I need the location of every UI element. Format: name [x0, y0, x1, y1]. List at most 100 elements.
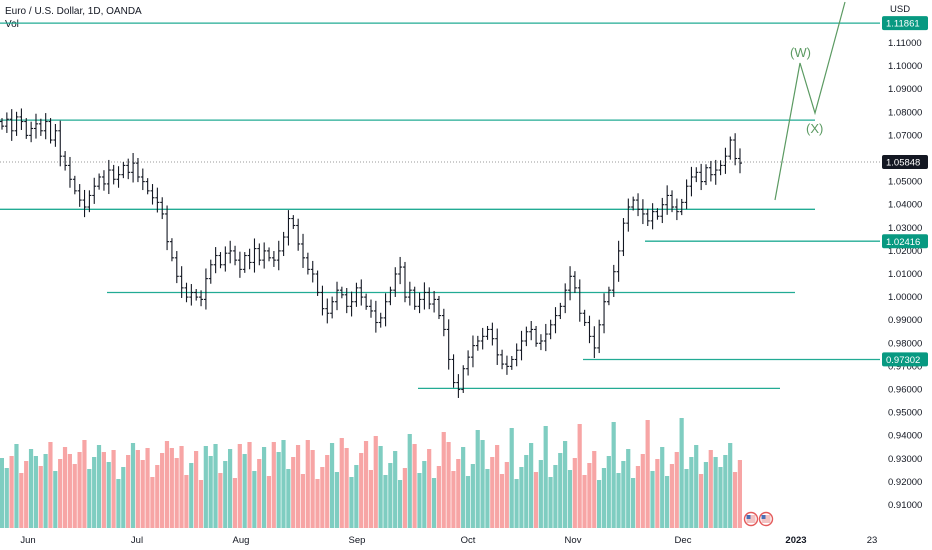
- ohlc-bar[interactable]: [140, 168, 145, 191]
- ohlc-bar[interactable]: [165, 205, 170, 251]
- ohlc-bar[interactable]: [631, 196, 636, 211]
- us-flag-event-icon[interactable]: [758, 511, 774, 527]
- projection-line[interactable]: [774, 1, 846, 201]
- ohlc-bar[interactable]: [339, 286, 344, 299]
- ohlc-bar[interactable]: [524, 326, 529, 347]
- ohlc-bar[interactable]: [538, 334, 543, 351]
- ohlc-bar[interactable]: [9, 109, 14, 141]
- ohlc-bar[interactable]: [446, 319, 451, 370]
- ohlc-bar[interactable]: [135, 157, 140, 183]
- ohlc-bar[interactable]: [19, 108, 24, 130]
- ohlc-bar[interactable]: [301, 233, 306, 268]
- ohlc-bar[interactable]: [699, 163, 704, 191]
- ohlc-bar[interactable]: [203, 268, 208, 310]
- ohlc-bar[interactable]: [281, 231, 286, 257]
- ohlc-bar[interactable]: [291, 215, 296, 229]
- ohlc-bar[interactable]: [500, 349, 505, 370]
- ohlc-bar[interactable]: [597, 319, 602, 354]
- ohlc-bar[interactable]: [548, 319, 553, 340]
- ohlc-bar[interactable]: [529, 320, 534, 341]
- ohlc-bar[interactable]: [572, 271, 577, 293]
- ohlc-bar[interactable]: [242, 252, 247, 273]
- ohlc-bar[interactable]: [665, 185, 670, 215]
- ohlc-bar[interactable]: [645, 208, 650, 226]
- ohlc-bar[interactable]: [704, 164, 709, 186]
- ohlc-bar[interactable]: [271, 251, 276, 267]
- ohlc-bar[interactable]: [58, 120, 63, 167]
- ohlc-bar[interactable]: [257, 243, 262, 266]
- ohlc-bar[interactable]: [592, 326, 597, 359]
- ohlc-bar[interactable]: [267, 247, 272, 262]
- ohlc-bar[interactable]: [495, 328, 500, 365]
- us-flag-event-icon[interactable]: [743, 511, 759, 527]
- ohlc-bar[interactable]: [126, 158, 131, 180]
- ohlc-bar[interactable]: [286, 210, 291, 246]
- ohlc-bar[interactable]: [223, 246, 228, 272]
- ohlc-bar[interactable]: [97, 173, 102, 190]
- ohlc-bar[interactable]: [713, 159, 718, 185]
- ohlc-bar[interactable]: [252, 238, 257, 273]
- ohlc-bar[interactable]: [82, 189, 87, 218]
- ohlc-bar[interactable]: [660, 197, 665, 224]
- ohlc-bar[interactable]: [48, 118, 53, 144]
- ohlc-bar[interactable]: [441, 308, 446, 337]
- ohlc-bar[interactable]: [456, 374, 461, 398]
- ohlc-bar[interactable]: [383, 293, 388, 327]
- ohlc-bar[interactable]: [325, 298, 330, 324]
- ohlc-bar[interactable]: [111, 164, 116, 185]
- ohlc-bar[interactable]: [101, 170, 106, 191]
- ohlc-bar[interactable]: [354, 282, 359, 307]
- ohlc-bar[interactable]: [674, 198, 679, 221]
- ohlc-bar[interactable]: [369, 299, 373, 318]
- ohlc-bar[interactable]: [475, 335, 480, 351]
- ohlc-bar[interactable]: [509, 356, 514, 370]
- ohlc-bar[interactable]: [582, 309, 587, 326]
- ohlc-bar[interactable]: [228, 240, 233, 264]
- ohlc-bar[interactable]: [305, 252, 310, 275]
- ohlc-bar[interactable]: [344, 287, 349, 314]
- ohlc-bar[interactable]: [179, 266, 184, 298]
- ohlc-bar[interactable]: [480, 327, 485, 350]
- ohlc-bar[interactable]: [432, 290, 437, 313]
- ohlc-bar[interactable]: [568, 266, 573, 301]
- ohlc-bar[interactable]: [87, 190, 92, 213]
- ohlc-bar[interactable]: [728, 136, 733, 160]
- ohlc-bar[interactable]: [470, 335, 475, 368]
- ohlc-bar[interactable]: [436, 295, 441, 320]
- ohlc-bar[interactable]: [534, 325, 539, 347]
- ohlc-bar[interactable]: [14, 111, 19, 136]
- ohlc-bar[interactable]: [621, 218, 626, 257]
- ohlc-bar[interactable]: [4, 112, 9, 133]
- ohlc-bar[interactable]: [490, 322, 495, 346]
- ohlc-bar[interactable]: [373, 300, 378, 333]
- ohlc-bar[interactable]: [626, 198, 631, 232]
- ohlc-bar[interactable]: [417, 292, 422, 314]
- ohlc-bar[interactable]: [92, 177, 97, 204]
- ohlc-bar[interactable]: [43, 113, 48, 140]
- ohlc-bar[interactable]: [335, 281, 340, 311]
- ohlc-bar[interactable]: [29, 121, 34, 143]
- ohlc-bar[interactable]: [655, 208, 660, 220]
- ohlc-bar[interactable]: [213, 247, 218, 274]
- ohlc-bar[interactable]: [184, 282, 189, 303]
- ohlc-bar[interactable]: [670, 190, 675, 213]
- ohlc-bar[interactable]: [237, 251, 242, 278]
- ohlc-bar[interactable]: [602, 293, 607, 334]
- ohlc-bar[interactable]: [738, 148, 742, 174]
- ohlc-bar[interactable]: [504, 355, 509, 375]
- ohlc-bar[interactable]: [427, 287, 432, 310]
- ohlc-bar[interactable]: [38, 118, 43, 136]
- ohlc-bar[interactable]: [694, 167, 699, 183]
- ohlc-bar[interactable]: [611, 264, 616, 297]
- ohlc-bar[interactable]: [388, 286, 393, 306]
- ohlc-bar[interactable]: [461, 365, 466, 393]
- ohlc-bar[interactable]: [402, 261, 407, 303]
- ohlc-bar[interactable]: [315, 270, 320, 296]
- ohlc-bar[interactable]: [708, 160, 713, 182]
- ohlc-bar[interactable]: [67, 156, 72, 188]
- ohlc-bar[interactable]: [636, 193, 641, 217]
- ohlc-bar[interactable]: [451, 354, 456, 388]
- ohlc-bar[interactable]: [150, 184, 155, 205]
- ohlc-bar[interactable]: [364, 293, 369, 310]
- ohlc-bar[interactable]: [689, 166, 694, 197]
